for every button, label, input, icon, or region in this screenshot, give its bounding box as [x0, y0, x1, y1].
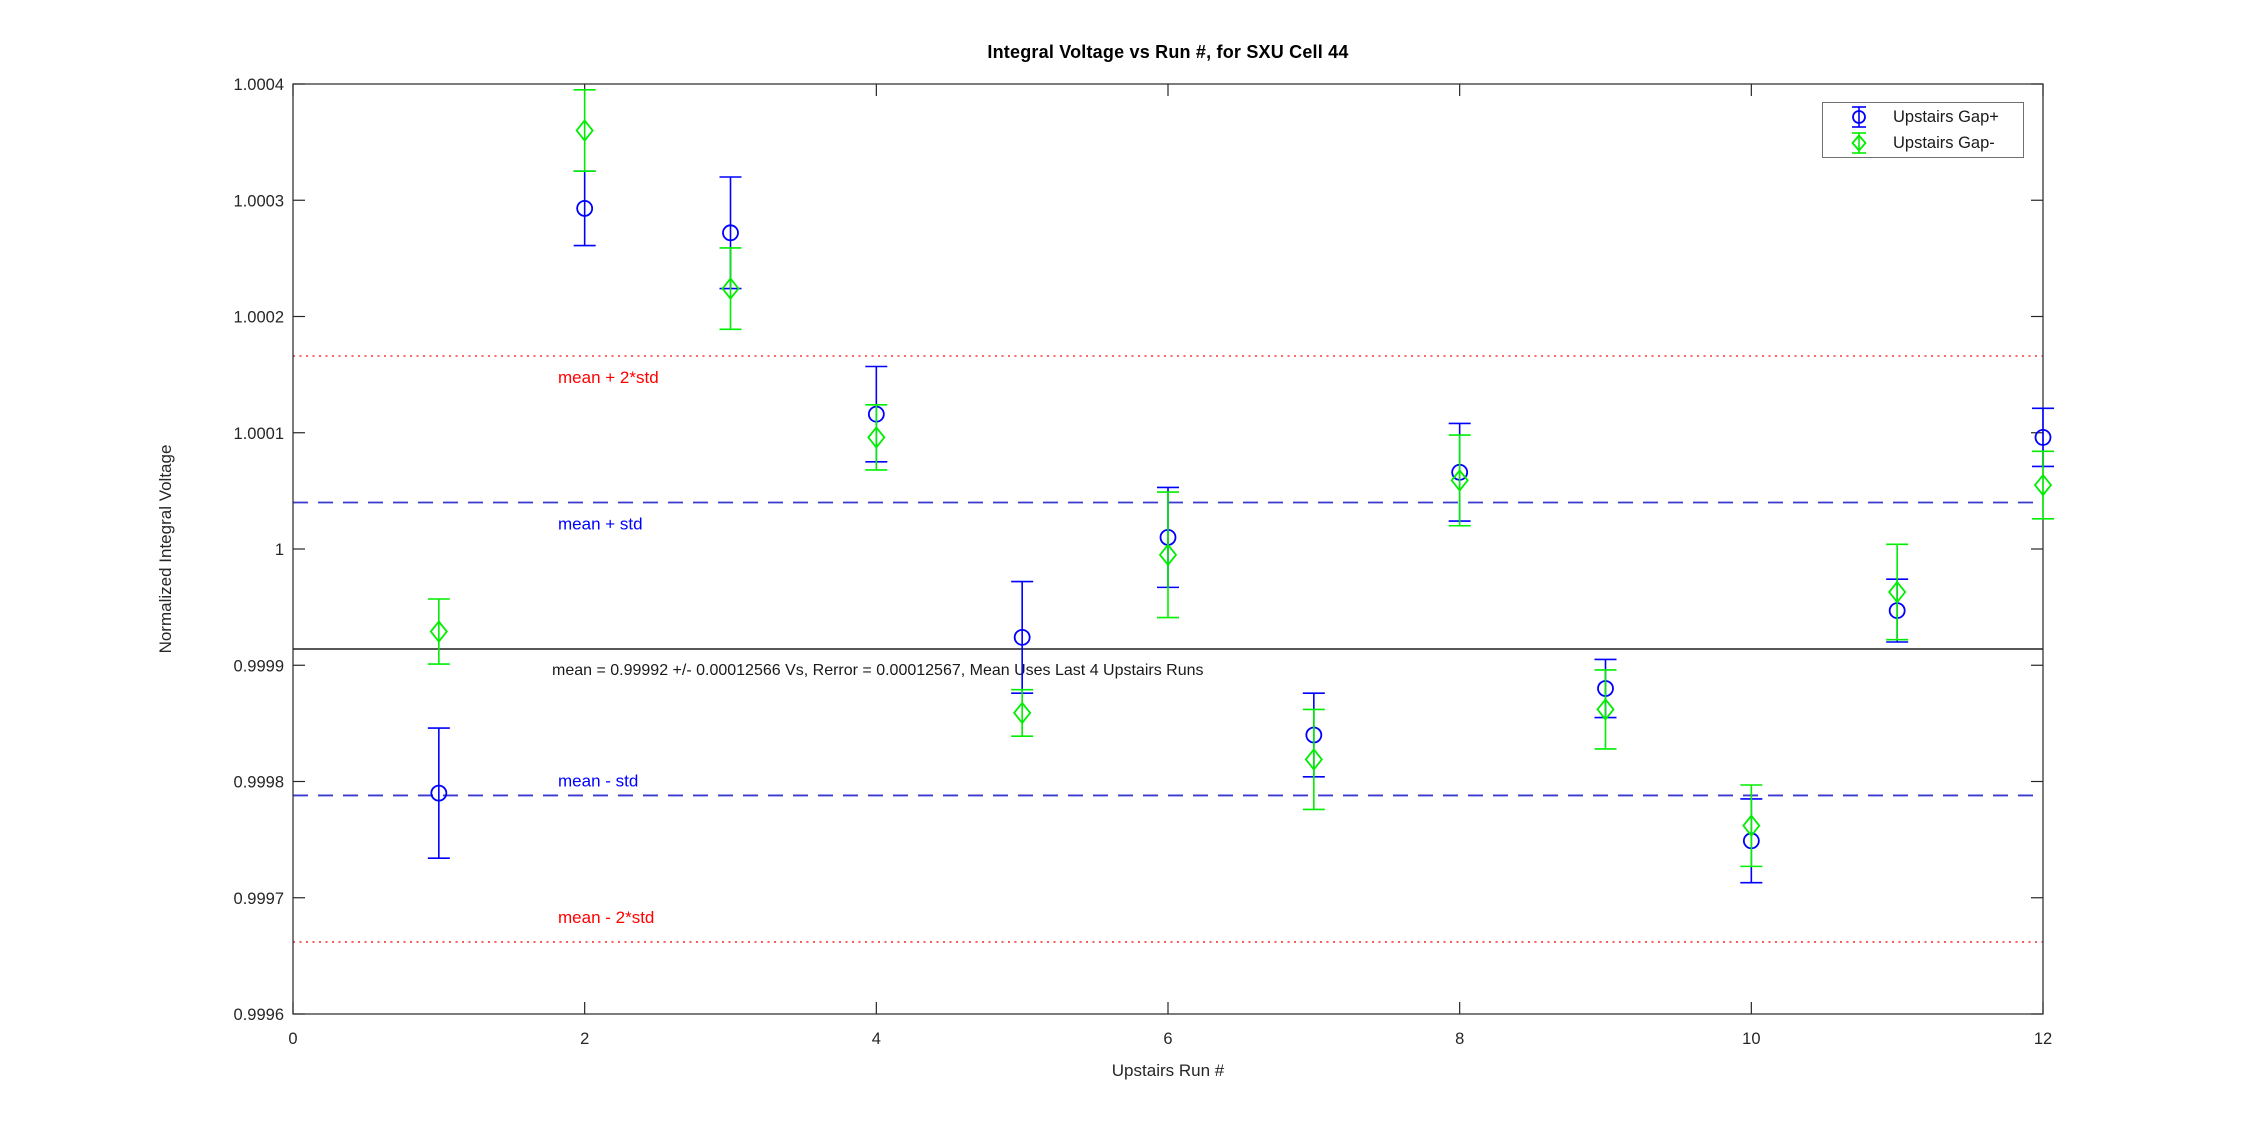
y-tick-label: 1.0001 — [234, 425, 284, 443]
y-tick-label: 1.0003 — [234, 192, 284, 210]
data-point-marker — [1304, 747, 1323, 771]
y-tick-label: 0.9999 — [234, 657, 284, 675]
ref-line-label-mean---2-std: mean - 2*std — [558, 908, 654, 927]
legend: Upstairs Gap+ Upstairs Gap- — [1822, 102, 2024, 158]
ref-line-mean-+-2-std: mean + 2*std — [293, 355, 2043, 387]
data-point-marker — [1596, 697, 1615, 721]
data-point-marker — [1158, 543, 1178, 567]
data-point-marker — [430, 784, 448, 802]
series-upstairs-gap- — [427, 89, 2054, 868]
x-tick-label: 0 — [288, 1030, 297, 1048]
x-tick-label: 4 — [872, 1030, 881, 1048]
x-tick-label: 10 — [1742, 1030, 1760, 1048]
legend-label-upstairs-gap-minus: Upstairs Gap- — [1893, 133, 1995, 152]
data-point-marker — [722, 224, 739, 242]
data-point-marker — [867, 425, 886, 449]
errorbar-circle-icon — [1852, 106, 1866, 128]
data-point-marker — [576, 199, 594, 217]
chart-title: Integral Voltage vs Run #, for SXU Cell … — [987, 42, 1349, 62]
data-point-marker — [1013, 701, 1032, 725]
data-point-marker — [1742, 814, 1761, 838]
legend-entry-upstairs-gap-plus[interactable]: Upstairs Gap+ — [1823, 104, 2023, 130]
x-tick-label: 8 — [1455, 1030, 1464, 1048]
y-tick-label: 1 — [275, 541, 284, 559]
ref-line-label-mean-+-std: mean + std — [558, 515, 643, 534]
data-point-marker — [429, 620, 448, 643]
mean-annotation: mean = 0.99992 +/- 0.00012566 Vs, Rerror… — [552, 662, 1204, 679]
y-tick-label: 1.0004 — [234, 76, 284, 94]
data-point-marker — [2034, 428, 2052, 446]
data-point-marker — [1888, 580, 1907, 604]
data-point-marker — [721, 277, 740, 301]
data-point-marker — [1450, 468, 1469, 492]
series-upstairs-gap- — [427, 170, 2054, 884]
data-point-marker — [1013, 628, 1031, 646]
y-tick-label: 1.0002 — [234, 309, 284, 327]
ref-line-label-mean---std: mean - std — [558, 771, 638, 790]
ref-line-mean---2-std: mean - 2*std — [293, 908, 2043, 943]
y-tick-label: 0.9997 — [234, 890, 284, 908]
ref-line-label-mean-+-2-std: mean + 2*std — [558, 368, 659, 387]
x-tick-label: 12 — [2034, 1030, 2052, 1048]
data-point-marker — [2033, 473, 2053, 497]
ref-line-mean---std: mean - std — [293, 771, 2043, 797]
x-tick-label: 2 — [580, 1030, 589, 1048]
errorbar-diamond-icon — [1851, 132, 1867, 154]
x-tick-label: 6 — [1163, 1030, 1172, 1048]
y-tick-label: 0.9998 — [234, 774, 284, 792]
data-point-marker — [575, 119, 594, 142]
y-tick-label: 0.9996 — [234, 1006, 284, 1024]
legend-entry-upstairs-gap-minus[interactable]: Upstairs Gap- — [1823, 130, 2023, 156]
x-axis-label: Upstairs Run # — [1111, 1061, 1225, 1080]
legend-label-upstairs-gap-plus: Upstairs Gap+ — [1893, 107, 1999, 126]
axes: 0 2 4 6 8 10 12 0.9996 0.9997 0.9998 0.9999 1 1.0001… — [234, 76, 2053, 1048]
